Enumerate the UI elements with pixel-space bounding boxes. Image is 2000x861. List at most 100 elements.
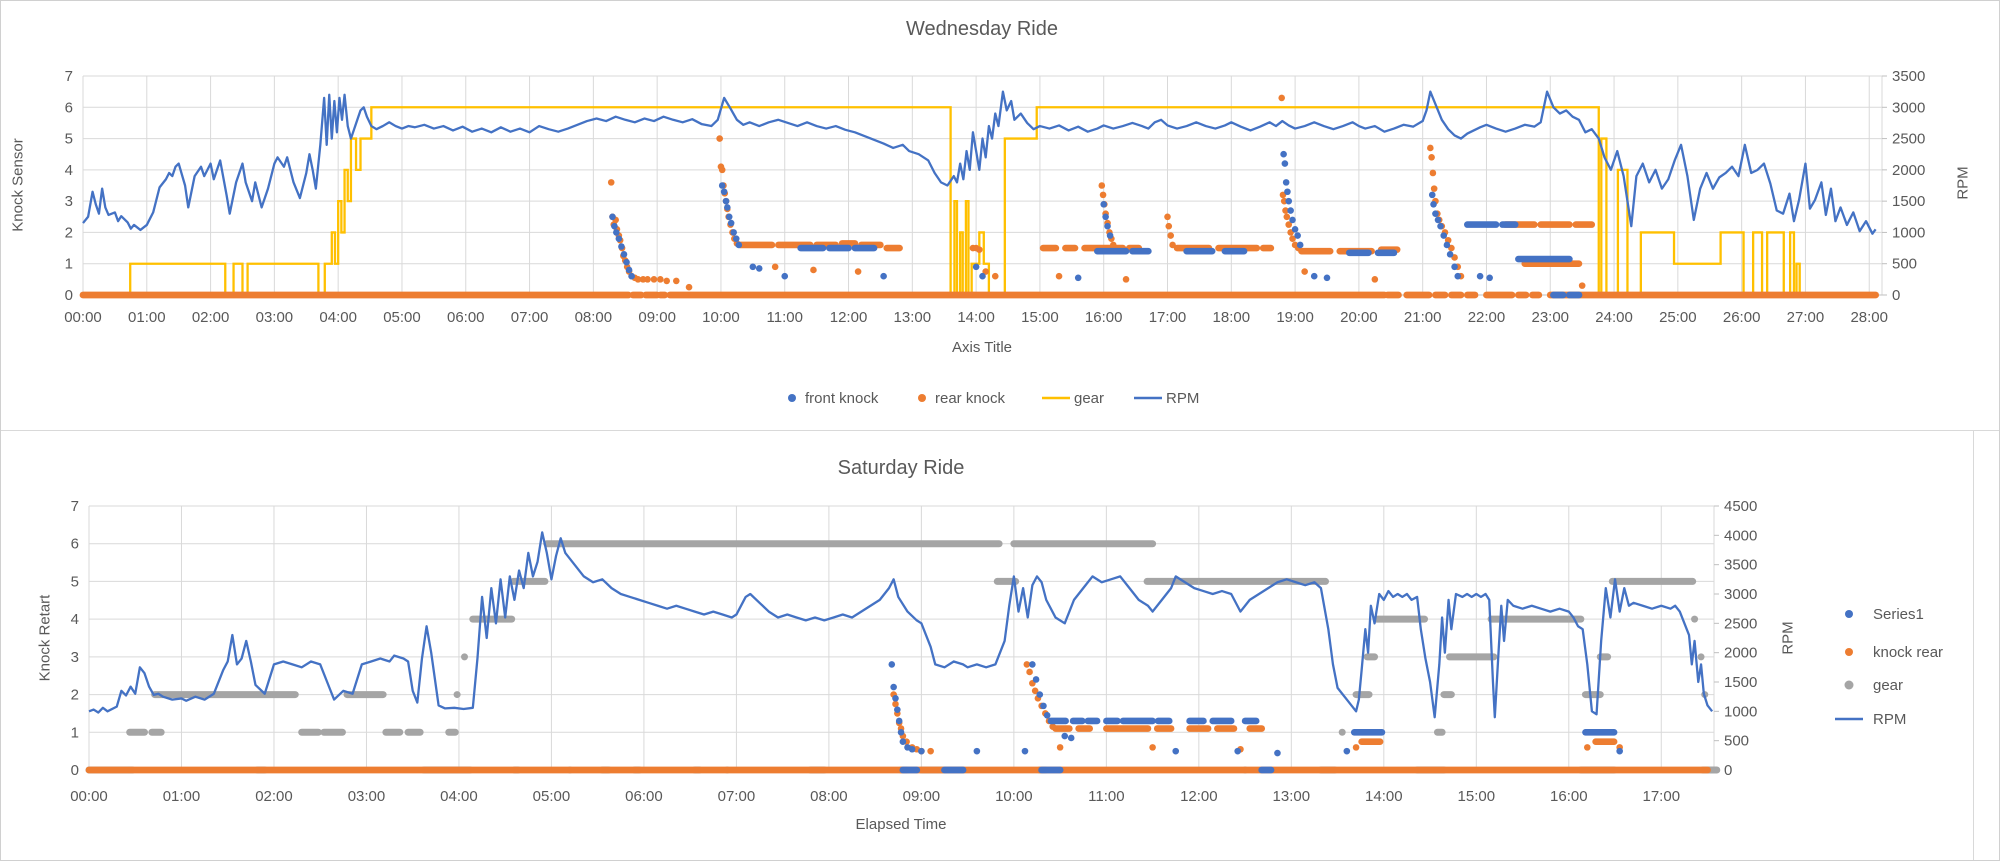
saturday-left-tick: 0: [71, 762, 79, 779]
wednesday-x-tick: 00:00: [64, 309, 102, 326]
wednesday-x-tick: 02:00: [192, 309, 230, 326]
saturday-x-tick: 05:00: [533, 788, 571, 805]
wednesday-x-tick: 28:00: [1850, 309, 1888, 326]
saturday-x-tick: 10:00: [995, 788, 1033, 805]
saturday-left-tick: 6: [71, 536, 79, 553]
saturday-x-tick: 00:00: [70, 788, 108, 805]
saturday-legend-label: RPM: [1873, 711, 1906, 728]
saturday-x-tick: 11:00: [1088, 788, 1124, 805]
wednesday-x-tick: 23:00: [1531, 309, 1569, 326]
wednesday-right-tick: 0: [1892, 287, 1900, 304]
saturday-x-tick: 02:00: [255, 788, 293, 805]
saturday-left-tick: 5: [71, 573, 79, 590]
wednesday-x-tick: 08:00: [575, 309, 613, 326]
wednesday-right-tick: 1500: [1892, 193, 1925, 210]
saturday-right-tick: 3000: [1724, 586, 1757, 603]
wednesday-x-tick: 20:00: [1340, 309, 1378, 326]
saturday-front_knock-dots: [888, 661, 1623, 774]
wednesday-legend-label: RPM: [1166, 390, 1199, 407]
rear-knock-dot-icon: [918, 394, 926, 402]
wednesday-legend-label: front knock: [805, 390, 879, 407]
wednesday-left-tick: 7: [65, 68, 73, 85]
wednesday-left-tick: 4: [65, 162, 73, 179]
saturday-right-tick: 1500: [1724, 674, 1757, 691]
saturday-x-tick: 04:00: [440, 788, 478, 805]
saturday-legend-item-series1[interactable]: Series1: [1845, 606, 1924, 623]
saturday-x-tick: 15:00: [1458, 788, 1496, 805]
saturday-right-tick: 2500: [1724, 615, 1757, 632]
wednesday-x-tick: 15:00: [1021, 309, 1059, 326]
wednesday-x-tick: 24:00: [1595, 309, 1633, 326]
wednesday-legend-item-gear[interactable]: gear: [1042, 390, 1104, 407]
wednesday-x-tick: 21:00: [1404, 309, 1442, 326]
saturday-right-tick: 4000: [1724, 527, 1757, 544]
wednesday-gear-line: [83, 106, 1876, 297]
saturday-tick-labels: 0 1 2 3 4 5 6 7 0 500 1000 1500 2000 2500 3000 3500 4000…: [70, 498, 1757, 805]
saturday-rpm-line: [88, 531, 1714, 719]
wednesday-x-tick: 12:00: [830, 309, 868, 326]
wednesday-left-tick: 2: [65, 224, 73, 241]
wednesday-x-tick: 05:00: [383, 309, 421, 326]
wednesday-x-tick: 13:00: [894, 309, 932, 326]
saturday-rear_knock-dots: [85, 661, 1711, 774]
wednesday-x-tick: 09:00: [638, 309, 676, 326]
saturday-legend: Series1 knock rear gear RPM: [1835, 606, 1943, 728]
saturday-right-tick: 0: [1724, 762, 1732, 779]
wednesday-x-tick: 01:00: [128, 309, 166, 326]
wednesday-x-tick: 26:00: [1723, 309, 1761, 326]
wednesday-chart-title: Wednesday Ride: [906, 18, 1058, 40]
wednesday-x-axis-title: Axis Title: [951, 339, 1013, 356]
saturday-legend-item-knock-rear[interactable]: knock rear: [1845, 644, 1943, 661]
saturday-right-tick: 2000: [1724, 645, 1757, 662]
wednesday-legend-item-rear-knock[interactable]: rear knock: [918, 390, 1006, 407]
saturday-legend-item-gear[interactable]: gear: [1844, 677, 1904, 694]
wednesday-x-tick: 11:00: [767, 309, 803, 326]
chart-divider: [1, 430, 1999, 431]
wednesday-x-tick: 22:00: [1468, 309, 1506, 326]
wednesday-front_knock-dots: [609, 150, 1583, 299]
saturday-right-tick: 4500: [1724, 498, 1757, 515]
saturday-chart-title: Saturday Ride: [837, 457, 965, 479]
saturday-legend-label: Series1: [1873, 606, 1924, 623]
wednesday-x-tick: 18:00: [1213, 309, 1251, 326]
wednesday-gridlines: [82, 75, 1883, 296]
series1-dot-icon: [1845, 610, 1853, 618]
saturday-legend-label: gear: [1873, 677, 1903, 694]
saturday-right-tick: 1000: [1724, 703, 1757, 720]
wednesday-legend-label: gear: [1074, 390, 1104, 407]
saturday-left-tick: 7: [71, 498, 79, 515]
saturday-x-tick: 16:00: [1550, 788, 1588, 805]
wednesday-x-tick: 16:00: [1085, 309, 1123, 326]
saturday-x-tick: 06:00: [625, 788, 663, 805]
wednesday-right-tick: 1000: [1892, 224, 1925, 241]
wednesday-x-tick: 10:00: [702, 309, 740, 326]
wednesday-legend-item-rpm[interactable]: RPM: [1134, 390, 1199, 407]
saturday-x-tick: 08:00: [810, 788, 848, 805]
saturday-x-tick: 13:00: [1273, 788, 1311, 805]
saturday-left-tick: 2: [71, 687, 79, 704]
saturday-x-tick: 07:00: [718, 788, 756, 805]
saturday-right-tick: 500: [1724, 733, 1749, 750]
wednesday-x-tick: 06:00: [447, 309, 485, 326]
saturday-x-tick: 09:00: [903, 788, 941, 805]
wednesday-legend-item-front-knock[interactable]: front knock: [788, 390, 879, 407]
saturday-x-tick: 03:00: [348, 788, 386, 805]
wednesday-right-tick: 2000: [1892, 162, 1925, 179]
saturday-left-tick: 1: [71, 724, 79, 741]
saturday-x-tick: 17:00: [1643, 788, 1681, 805]
wednesday-x-tick: 14:00: [957, 309, 995, 326]
saturday-ride-chart[interactable]: 0 1 2 3 4 5 6 7 0 500 1000 1500 2000 2500 3000 3500 4000…: [70, 498, 1943, 805]
wednesday-right-tick: 500: [1892, 256, 1917, 273]
saturday-x-tick: 01:00: [163, 788, 201, 805]
saturday-x-tick: 12:00: [1180, 788, 1218, 805]
saturday-chart-right-border: [1973, 430, 1974, 860]
wednesday-ride-chart[interactable]: 0 1 2 3 4 5 6 7 0 500 1000 1500 2000 2500 3000 3500 00:0…: [64, 68, 1925, 407]
wednesday-x-tick: 17:00: [1149, 309, 1187, 326]
gear-dot-icon: [1844, 680, 1854, 690]
wednesday-x-tick: 04:00: [319, 309, 357, 326]
wednesday-left-tick: 5: [65, 131, 73, 148]
saturday-legend-item-rpm[interactable]: RPM: [1835, 711, 1906, 728]
wednesday-rpm-line: [82, 90, 1877, 235]
saturday-right-tick: 3500: [1724, 557, 1757, 574]
